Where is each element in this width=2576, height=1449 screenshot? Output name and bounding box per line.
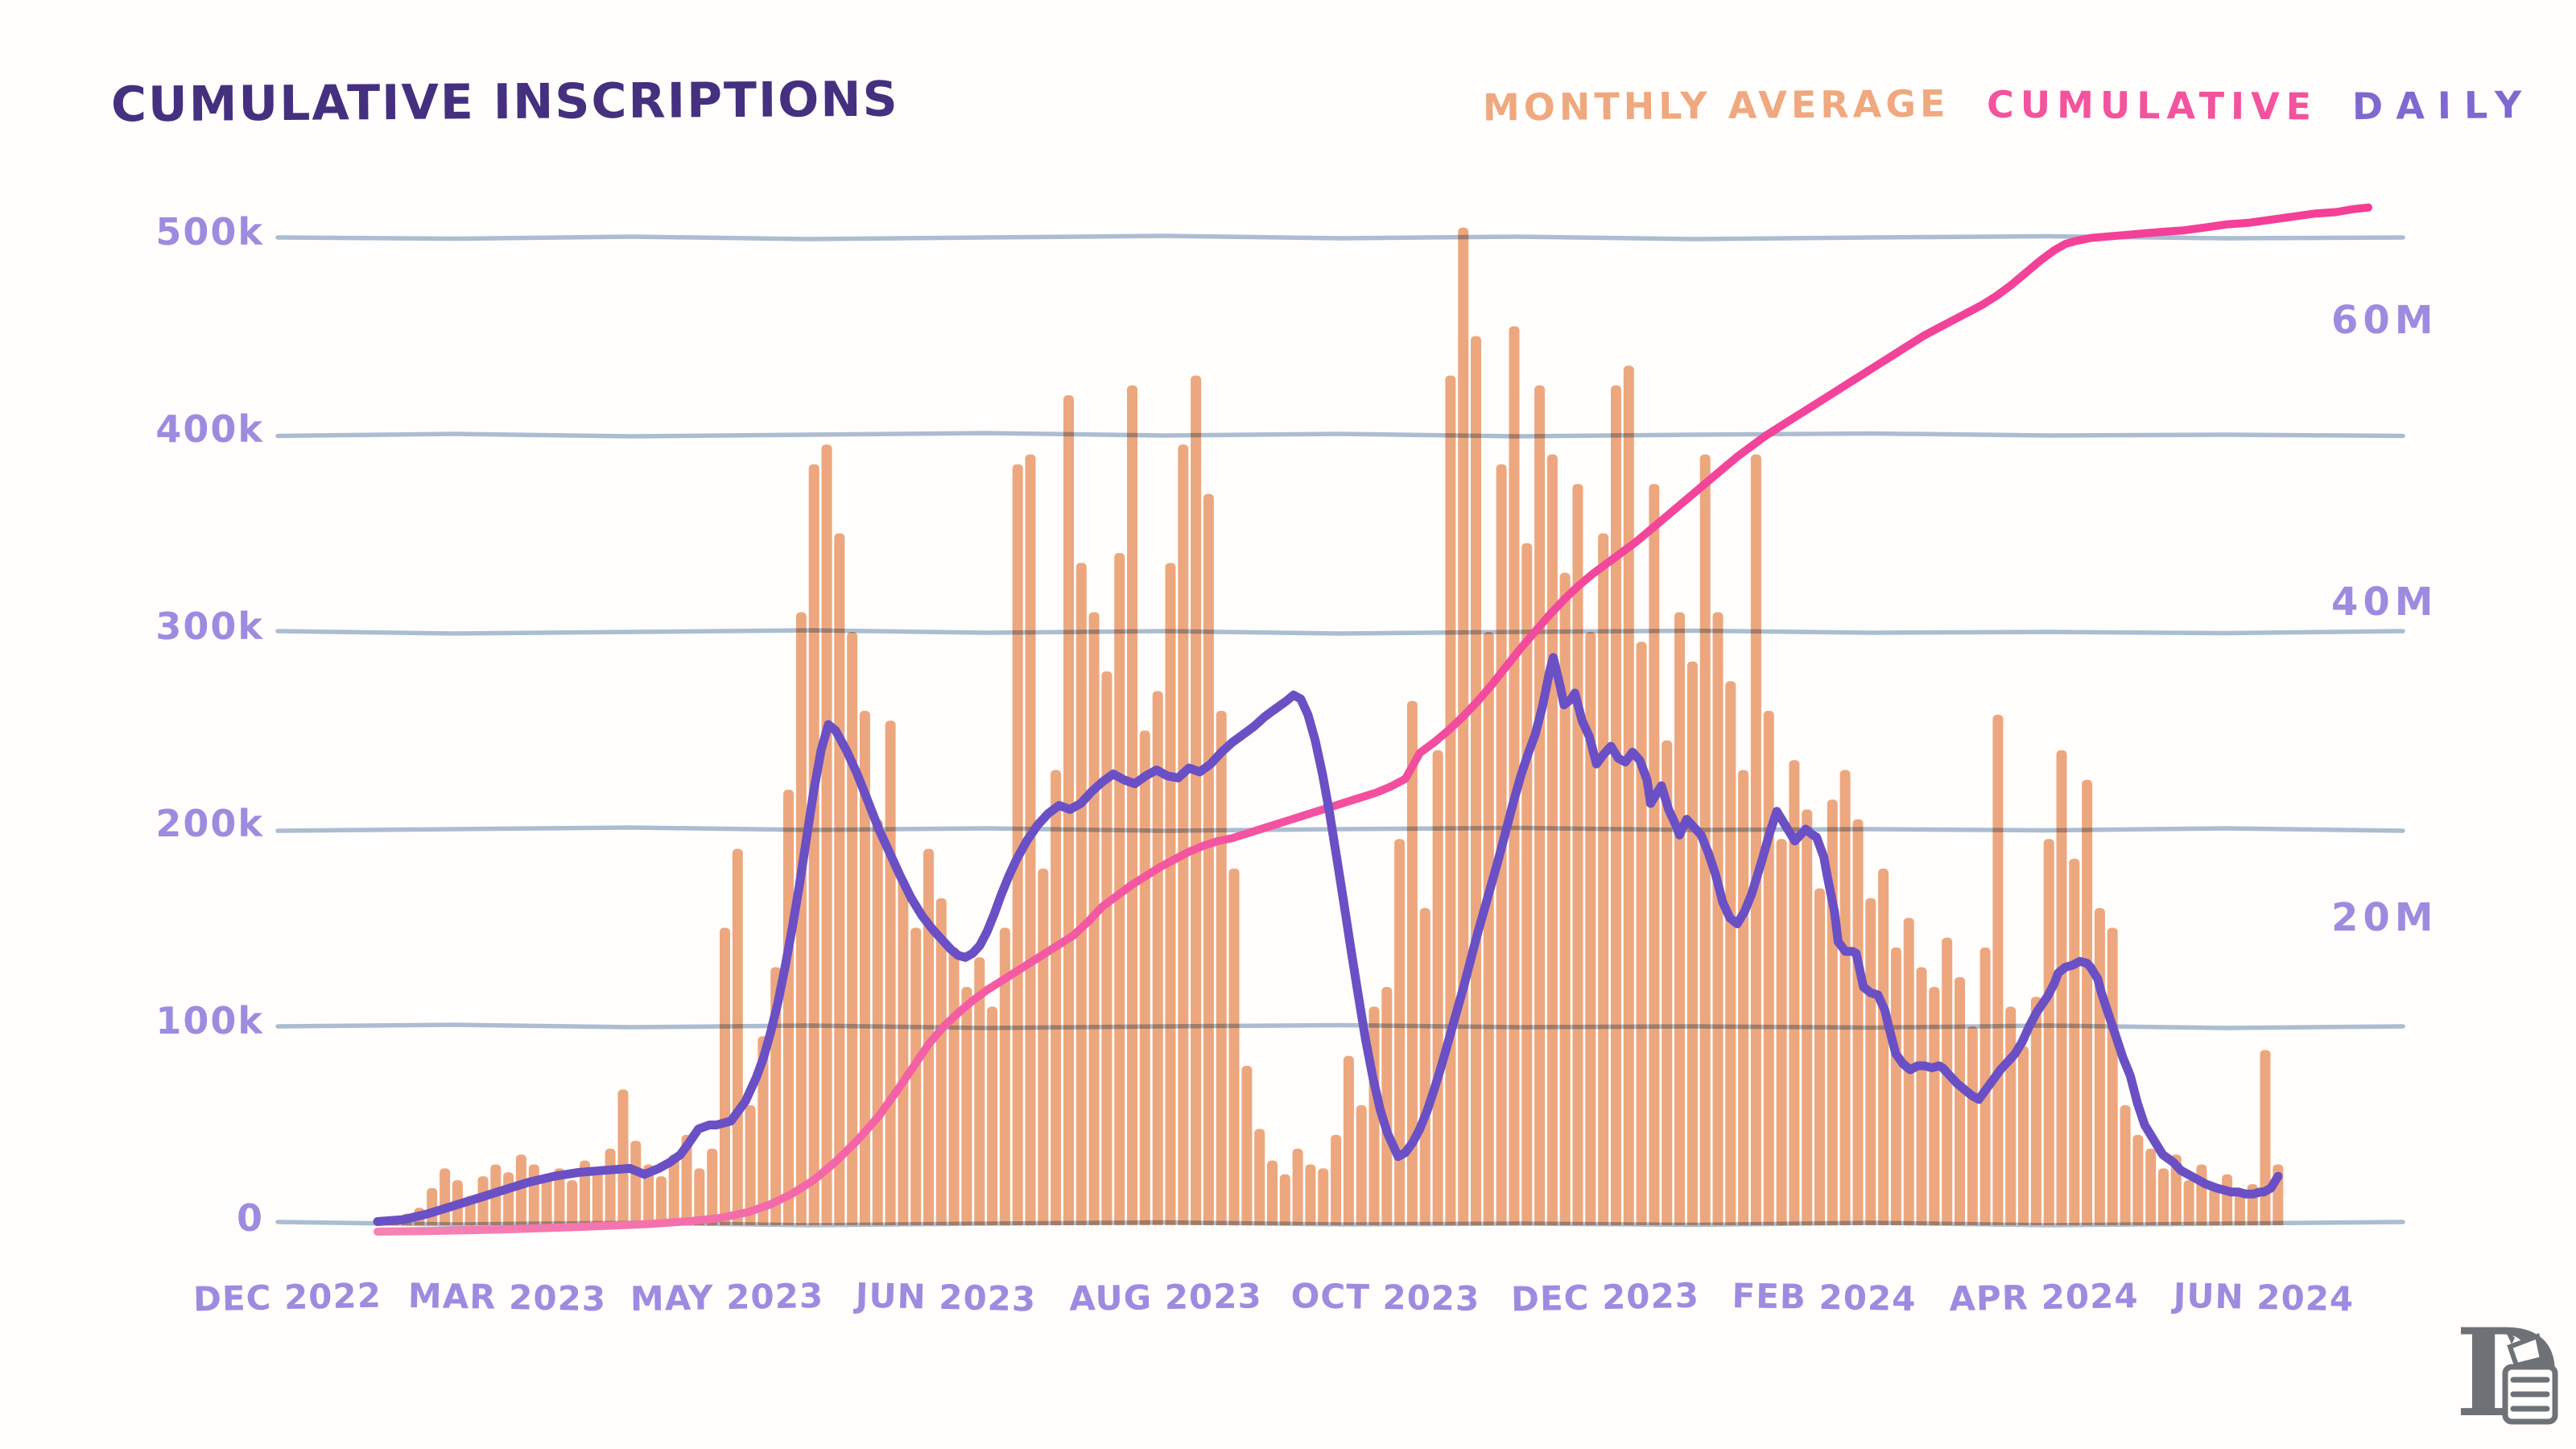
x-tick-dec-2023: DEC 2023 (1510, 1275, 1700, 1319)
y-left-tick-200k: 200k (155, 802, 264, 845)
line-series (373, 203, 2372, 1236)
x-tick-jun-2023: JUN 2023 (855, 1275, 1037, 1319)
x-tick-mar-2023: MAR 2023 (407, 1275, 607, 1319)
x-tick-oct-2023: OCT 2023 (1290, 1276, 1480, 1319)
y-left-tick-500k: 500k (155, 210, 264, 254)
x-tick-apr-2024: APR 2024 (1949, 1275, 2139, 1319)
y-left-tick-0: 0 (236, 1196, 264, 1240)
y-left-tick-100k: 100k (155, 999, 264, 1042)
monthly-average-bars (376, 227, 2284, 1225)
y-right-tick-40m: 40M (2331, 580, 2438, 625)
publisher-logo: D (2455, 1302, 2560, 1443)
y-right-tick-20m: 20M (2331, 895, 2438, 940)
y-left-tick-400k: 400k (155, 407, 264, 451)
y-left-tick-300k: 300k (155, 605, 264, 648)
x-tick-jun-2024: JUN 2024 (2173, 1275, 2355, 1319)
y-right-tick-60m: 60M (2331, 298, 2438, 343)
gridlines (275, 233, 2405, 1228)
x-tick-feb-2024: FEB 2024 (1732, 1276, 1917, 1319)
x-tick-dec-2022: DEC 2022 (192, 1275, 382, 1319)
x-tick-may-2023: MAY 2023 (630, 1275, 824, 1319)
x-tick-aug-2023: AUG 2023 (1069, 1276, 1262, 1319)
